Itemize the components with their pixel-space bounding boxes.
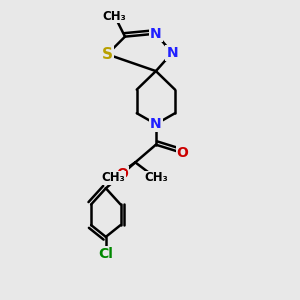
Text: CH₃: CH₃ [101,172,125,184]
Text: S: S [102,47,113,62]
Text: N: N [166,46,178,60]
Text: N: N [150,117,162,131]
Text: Cl: Cl [98,247,113,261]
Text: CH₃: CH₃ [144,172,168,184]
Text: CH₃: CH₃ [103,10,127,22]
Text: O: O [176,146,188,160]
Text: O: O [116,167,128,181]
Text: N: N [150,27,162,41]
